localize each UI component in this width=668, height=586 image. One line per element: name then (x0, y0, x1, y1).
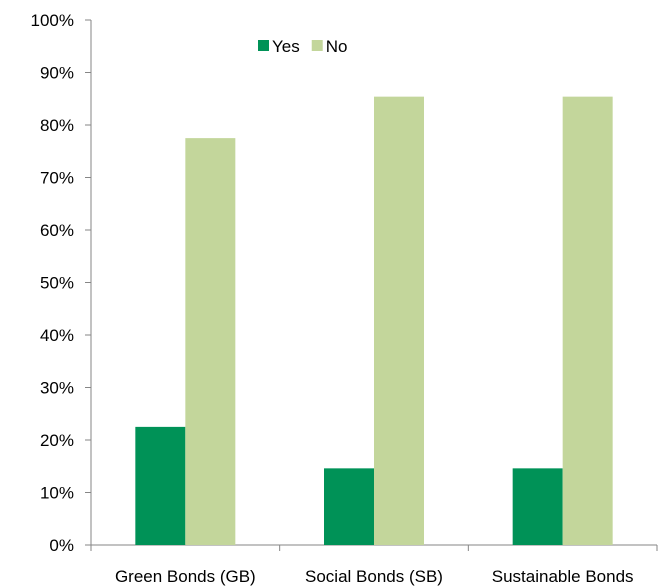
y-tick-label: 60% (40, 221, 74, 240)
bars (135, 96, 613, 546)
y-tick-label: 100% (31, 11, 74, 30)
legend-swatch-yes (258, 40, 269, 51)
y-axis: 0% 10% 20% 30% 40% 50% 60% 70% 80% 90% 100% (31, 11, 92, 555)
bar-no-3 (562, 96, 613, 546)
y-tick-label: 20% (40, 431, 74, 450)
y-tick-label: 90% (40, 64, 74, 83)
y-tick-label: 80% (40, 116, 74, 135)
legend-swatch-no (311, 40, 323, 51)
bar-yes-3 (512, 468, 563, 545)
bar-yes-1 (135, 426, 186, 545)
y-tick-label: 0% (49, 536, 74, 555)
y-tick-label: 40% (40, 326, 74, 345)
legend: Yes No (258, 37, 347, 56)
x-axis: Green Bonds (GB) Social Bonds (SB) Sustain… (90, 544, 658, 586)
x-category-label: Green Bonds (GB) (115, 567, 256, 586)
bar-no-1 (185, 138, 236, 545)
legend-label-yes: Yes (272, 37, 300, 56)
y-tick-label: 70% (40, 169, 74, 188)
x-category-label: Sustainable Bonds (492, 567, 634, 586)
y-tick-label: 10% (40, 484, 74, 503)
x-category-label: Social Bonds (SB) (305, 567, 443, 586)
y-tick-label: 30% (40, 379, 74, 398)
legend-label-no: No (326, 37, 348, 56)
bar-yes-2 (324, 468, 374, 545)
bar-no-2 (374, 96, 424, 546)
y-tick-label: 50% (40, 274, 74, 293)
